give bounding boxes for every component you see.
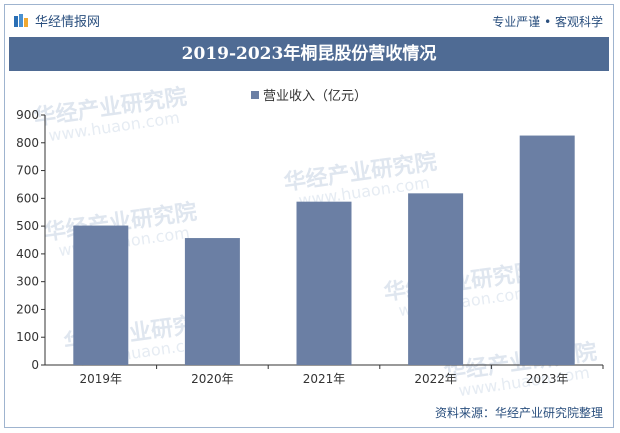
- brand-logo-icon: [13, 13, 29, 29]
- source-note: 资料来源：华经产业研究院整理: [434, 406, 603, 420]
- bar: [73, 225, 129, 365]
- chart-title: 2019-2023年桐昆股份营收情况: [9, 37, 609, 71]
- y-tick-label: 600: [16, 191, 39, 205]
- bars: [73, 135, 575, 365]
- brand-name: 华经情报网: [35, 15, 101, 30]
- chart-frame: 华经情报网 专业严谨 • 客观科学 2019-2023年桐昆股份营收情况 营业收…: [4, 4, 614, 428]
- x-tick-label: 2021年: [303, 372, 346, 386]
- y-tick-label: 100: [16, 330, 39, 344]
- x-tick-label: 2019年: [80, 372, 123, 386]
- y-tick-label: 0: [31, 358, 39, 372]
- y-tick-label: 700: [16, 164, 39, 178]
- y-tick-label: 300: [16, 275, 39, 289]
- y-tick-label: 800: [16, 136, 39, 150]
- legend: 营业收入（亿元）: [5, 85, 613, 104]
- bar: [519, 135, 575, 365]
- bar: [184, 238, 240, 365]
- y-tick-label: 500: [16, 219, 39, 233]
- x-tick-label: 2022年: [414, 372, 457, 386]
- y-tick-label: 200: [16, 302, 39, 316]
- tagline: 专业严谨 • 客观科学: [492, 15, 603, 29]
- brand: 华经情报网: [13, 11, 100, 30]
- bar: [296, 201, 352, 365]
- tick-labels: 0 100 200 300 400 500 600 700 800 900 2019年 2020年 20…: [16, 108, 568, 386]
- header-bar: 华经情报网 专业严谨 • 客观科学: [5, 5, 613, 35]
- bar: [408, 193, 464, 365]
- legend-swatch: [250, 90, 259, 99]
- x-tick-label: 2023年: [526, 372, 569, 386]
- x-tick-label: 2020年: [191, 372, 234, 386]
- y-tick-label: 400: [16, 247, 39, 261]
- bar-chart-plot: 华经产业研究院www.huaon.com华经产业研究院www.huaon.com…: [16, 84, 604, 400]
- legend-label: 营业收入（亿元）: [262, 89, 367, 104]
- y-tick-label: 900: [16, 108, 39, 122]
